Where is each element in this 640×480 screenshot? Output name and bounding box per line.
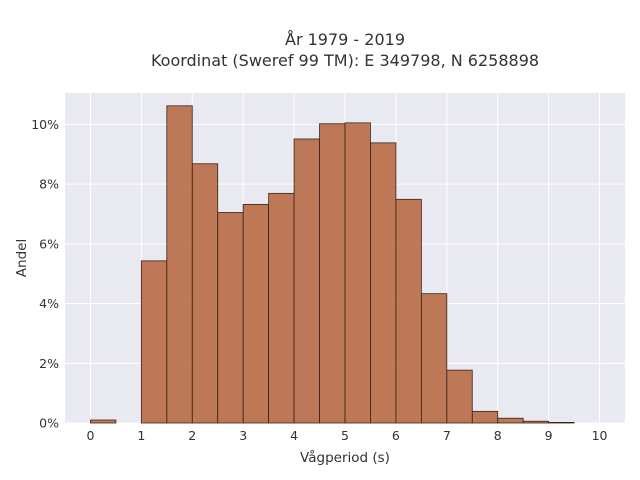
x-tick-label: 2: [188, 428, 196, 443]
x-axis-ticks: 0 1 2 3 4 5 6 7 8 9 10: [86, 428, 607, 443]
x-tick-label: 7: [443, 428, 451, 443]
x-axis-label: Vågperiod (s): [300, 449, 390, 466]
chart-title-line-1: År 1979 - 2019: [285, 30, 405, 49]
y-tick-label: 6%: [39, 236, 59, 251]
x-tick-label: 10: [592, 428, 608, 443]
x-tick-label: 4: [290, 428, 298, 443]
histogram-bars: [90, 105, 575, 424]
histogram-bar: [90, 419, 117, 424]
histogram-bar: [420, 293, 448, 424]
histogram-bar: [446, 369, 473, 424]
histogram-bar: [395, 198, 422, 424]
histogram-bar: [548, 422, 575, 424]
x-tick-label: 1: [137, 428, 145, 443]
x-tick-label: 3: [239, 428, 247, 443]
histogram-bar: [497, 417, 524, 424]
chart-title-line-2: Koordinat (Sweref 99 TM): E 349798, N 62…: [151, 51, 539, 70]
histogram-bar: [191, 163, 219, 424]
histogram-bar: [217, 212, 244, 424]
histogram-bar: [268, 192, 295, 424]
histogram-bar: [370, 142, 397, 424]
x-tick-label: 9: [545, 428, 553, 443]
histogram-bar: [522, 420, 550, 424]
histogram-bar: [166, 105, 193, 424]
x-tick-label: 6: [392, 428, 400, 443]
x-tick-label: 0: [86, 428, 94, 443]
x-tick-label: 8: [494, 428, 502, 443]
y-axis-ticks: 0% 2% 4% 6% 8% 10%: [31, 117, 59, 431]
y-tick-label: 4%: [39, 296, 59, 311]
x-tick-label: 5: [341, 428, 349, 443]
y-tick-label: 10%: [31, 117, 59, 132]
histogram-bar: [471, 410, 499, 424]
histogram-bar: [293, 138, 320, 424]
histogram-bar: [344, 122, 371, 424]
y-tick-label: 0%: [39, 416, 59, 431]
y-tick-label: 8%: [39, 177, 59, 192]
histogram-bar: [242, 203, 270, 424]
y-tick-label: 2%: [39, 356, 59, 371]
y-axis-label: Andel: [14, 239, 30, 277]
histogram-bar: [140, 260, 168, 424]
histogram-bar: [319, 123, 346, 424]
